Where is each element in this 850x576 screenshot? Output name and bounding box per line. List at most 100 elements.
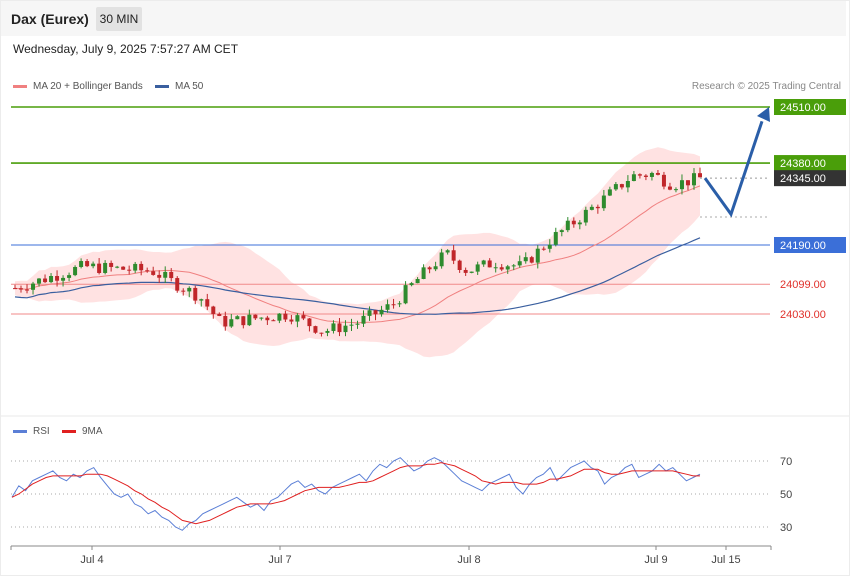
candle-body — [487, 260, 492, 268]
candle-body — [289, 319, 294, 322]
candle-body — [175, 278, 180, 291]
forecast-arrowhead — [757, 107, 770, 122]
ma50-legend: MA 50 — [155, 81, 203, 92]
candle-body — [349, 324, 354, 326]
candle-body — [313, 326, 318, 333]
candle-body — [421, 267, 426, 279]
candle-body — [661, 174, 666, 187]
candles-group — [13, 167, 702, 337]
candle-body — [235, 316, 240, 320]
candle-body — [193, 287, 198, 301]
candle-body — [253, 314, 258, 319]
candle-body — [139, 263, 144, 271]
candle-body — [325, 330, 330, 333]
candle-body — [463, 269, 468, 273]
candle-body — [259, 317, 264, 319]
ma50-line — [14, 237, 701, 315]
candle-body — [403, 285, 408, 304]
candle-body — [25, 289, 30, 291]
candle-body — [217, 313, 222, 316]
candle-body — [643, 175, 648, 177]
level-label-24030.00: 24030.00 — [780, 309, 826, 321]
candle-body — [445, 250, 450, 253]
candle-body — [571, 220, 576, 225]
candle-body — [685, 180, 690, 186]
candle-body — [523, 257, 528, 262]
candle-body — [391, 304, 396, 306]
candle-body — [229, 319, 234, 327]
chart-header: Dax (Eurex) 30 MIN — [0, 0, 846, 36]
instrument-title: Dax (Eurex) — [11, 11, 89, 27]
candle-body — [607, 189, 612, 196]
candle-body — [679, 180, 684, 190]
candle-body — [133, 263, 138, 271]
rsi-ma-line — [11, 462, 700, 525]
candle-body — [535, 248, 540, 263]
candle-body — [265, 317, 270, 321]
candle-body — [433, 266, 438, 270]
candle-body — [409, 283, 414, 286]
candle-body — [475, 264, 480, 272]
candle-body — [649, 172, 654, 177]
candle-body — [559, 230, 564, 233]
level-label-24380.00: 24380.00 — [780, 158, 826, 170]
candle-body — [247, 314, 252, 326]
candle-body — [331, 323, 336, 331]
candle-body — [481, 260, 486, 265]
candle-body — [127, 269, 132, 271]
candle-body — [667, 186, 672, 190]
candle-body — [355, 323, 360, 325]
candle-body — [427, 267, 432, 270]
candle-body — [187, 287, 192, 292]
x-label-Jul 4: Jul 4 — [80, 554, 103, 566]
candle-body — [367, 310, 372, 316]
candle-body — [121, 266, 126, 270]
candle-body — [307, 318, 312, 327]
candle-body — [199, 299, 204, 301]
candle-body — [553, 232, 558, 245]
candle-body — [211, 306, 216, 314]
candle-body — [613, 184, 618, 190]
candle-body — [49, 275, 54, 283]
candle-body — [223, 315, 228, 327]
candle-body — [295, 315, 300, 322]
rsi-ma-legend: 9MA — [62, 426, 103, 437]
timeframe-button[interactable]: 30 MIN — [96, 7, 142, 31]
x-label-Jul 15: Jul 15 — [711, 554, 740, 566]
candle-body — [691, 173, 696, 186]
candle-body — [283, 313, 288, 320]
candle-body — [698, 173, 702, 178]
candle-body — [565, 220, 570, 231]
candle-body — [73, 266, 78, 276]
bollinger-band — [15, 147, 700, 358]
level-tag-24380.00 — [774, 155, 846, 172]
candle-body — [589, 206, 594, 210]
candle-body — [385, 304, 390, 310]
candle-body — [163, 271, 168, 278]
candle-body — [673, 189, 678, 191]
candle-body — [547, 244, 552, 249]
timestamp: Wednesday, July 9, 2025 7:57:27 AM CET — [13, 42, 239, 56]
candle-body — [637, 174, 642, 176]
candle-body — [517, 261, 522, 266]
level-label-24190.00: 24190.00 — [780, 240, 826, 252]
candle-body — [205, 299, 210, 307]
candle-body — [439, 252, 444, 267]
candle-body — [625, 181, 630, 188]
level-tag-24345.00 — [774, 170, 846, 187]
ma20-legend-label: MA 20 + Bollinger Bands — [33, 81, 143, 92]
candle-body — [181, 290, 186, 292]
candle-body — [601, 195, 606, 209]
candle-body — [19, 288, 24, 290]
rsi-tick-70: 70 — [780, 456, 792, 468]
candle-body — [631, 174, 636, 182]
candle-body — [619, 184, 624, 188]
candle-body — [241, 316, 246, 326]
x-label-Jul 7: Jul 7 — [268, 554, 291, 566]
candle-body — [91, 263, 96, 267]
candle-body — [397, 303, 402, 305]
candle-body — [55, 275, 60, 281]
candle-body — [301, 315, 306, 319]
level-label-24099.00: 24099.00 — [780, 279, 826, 291]
